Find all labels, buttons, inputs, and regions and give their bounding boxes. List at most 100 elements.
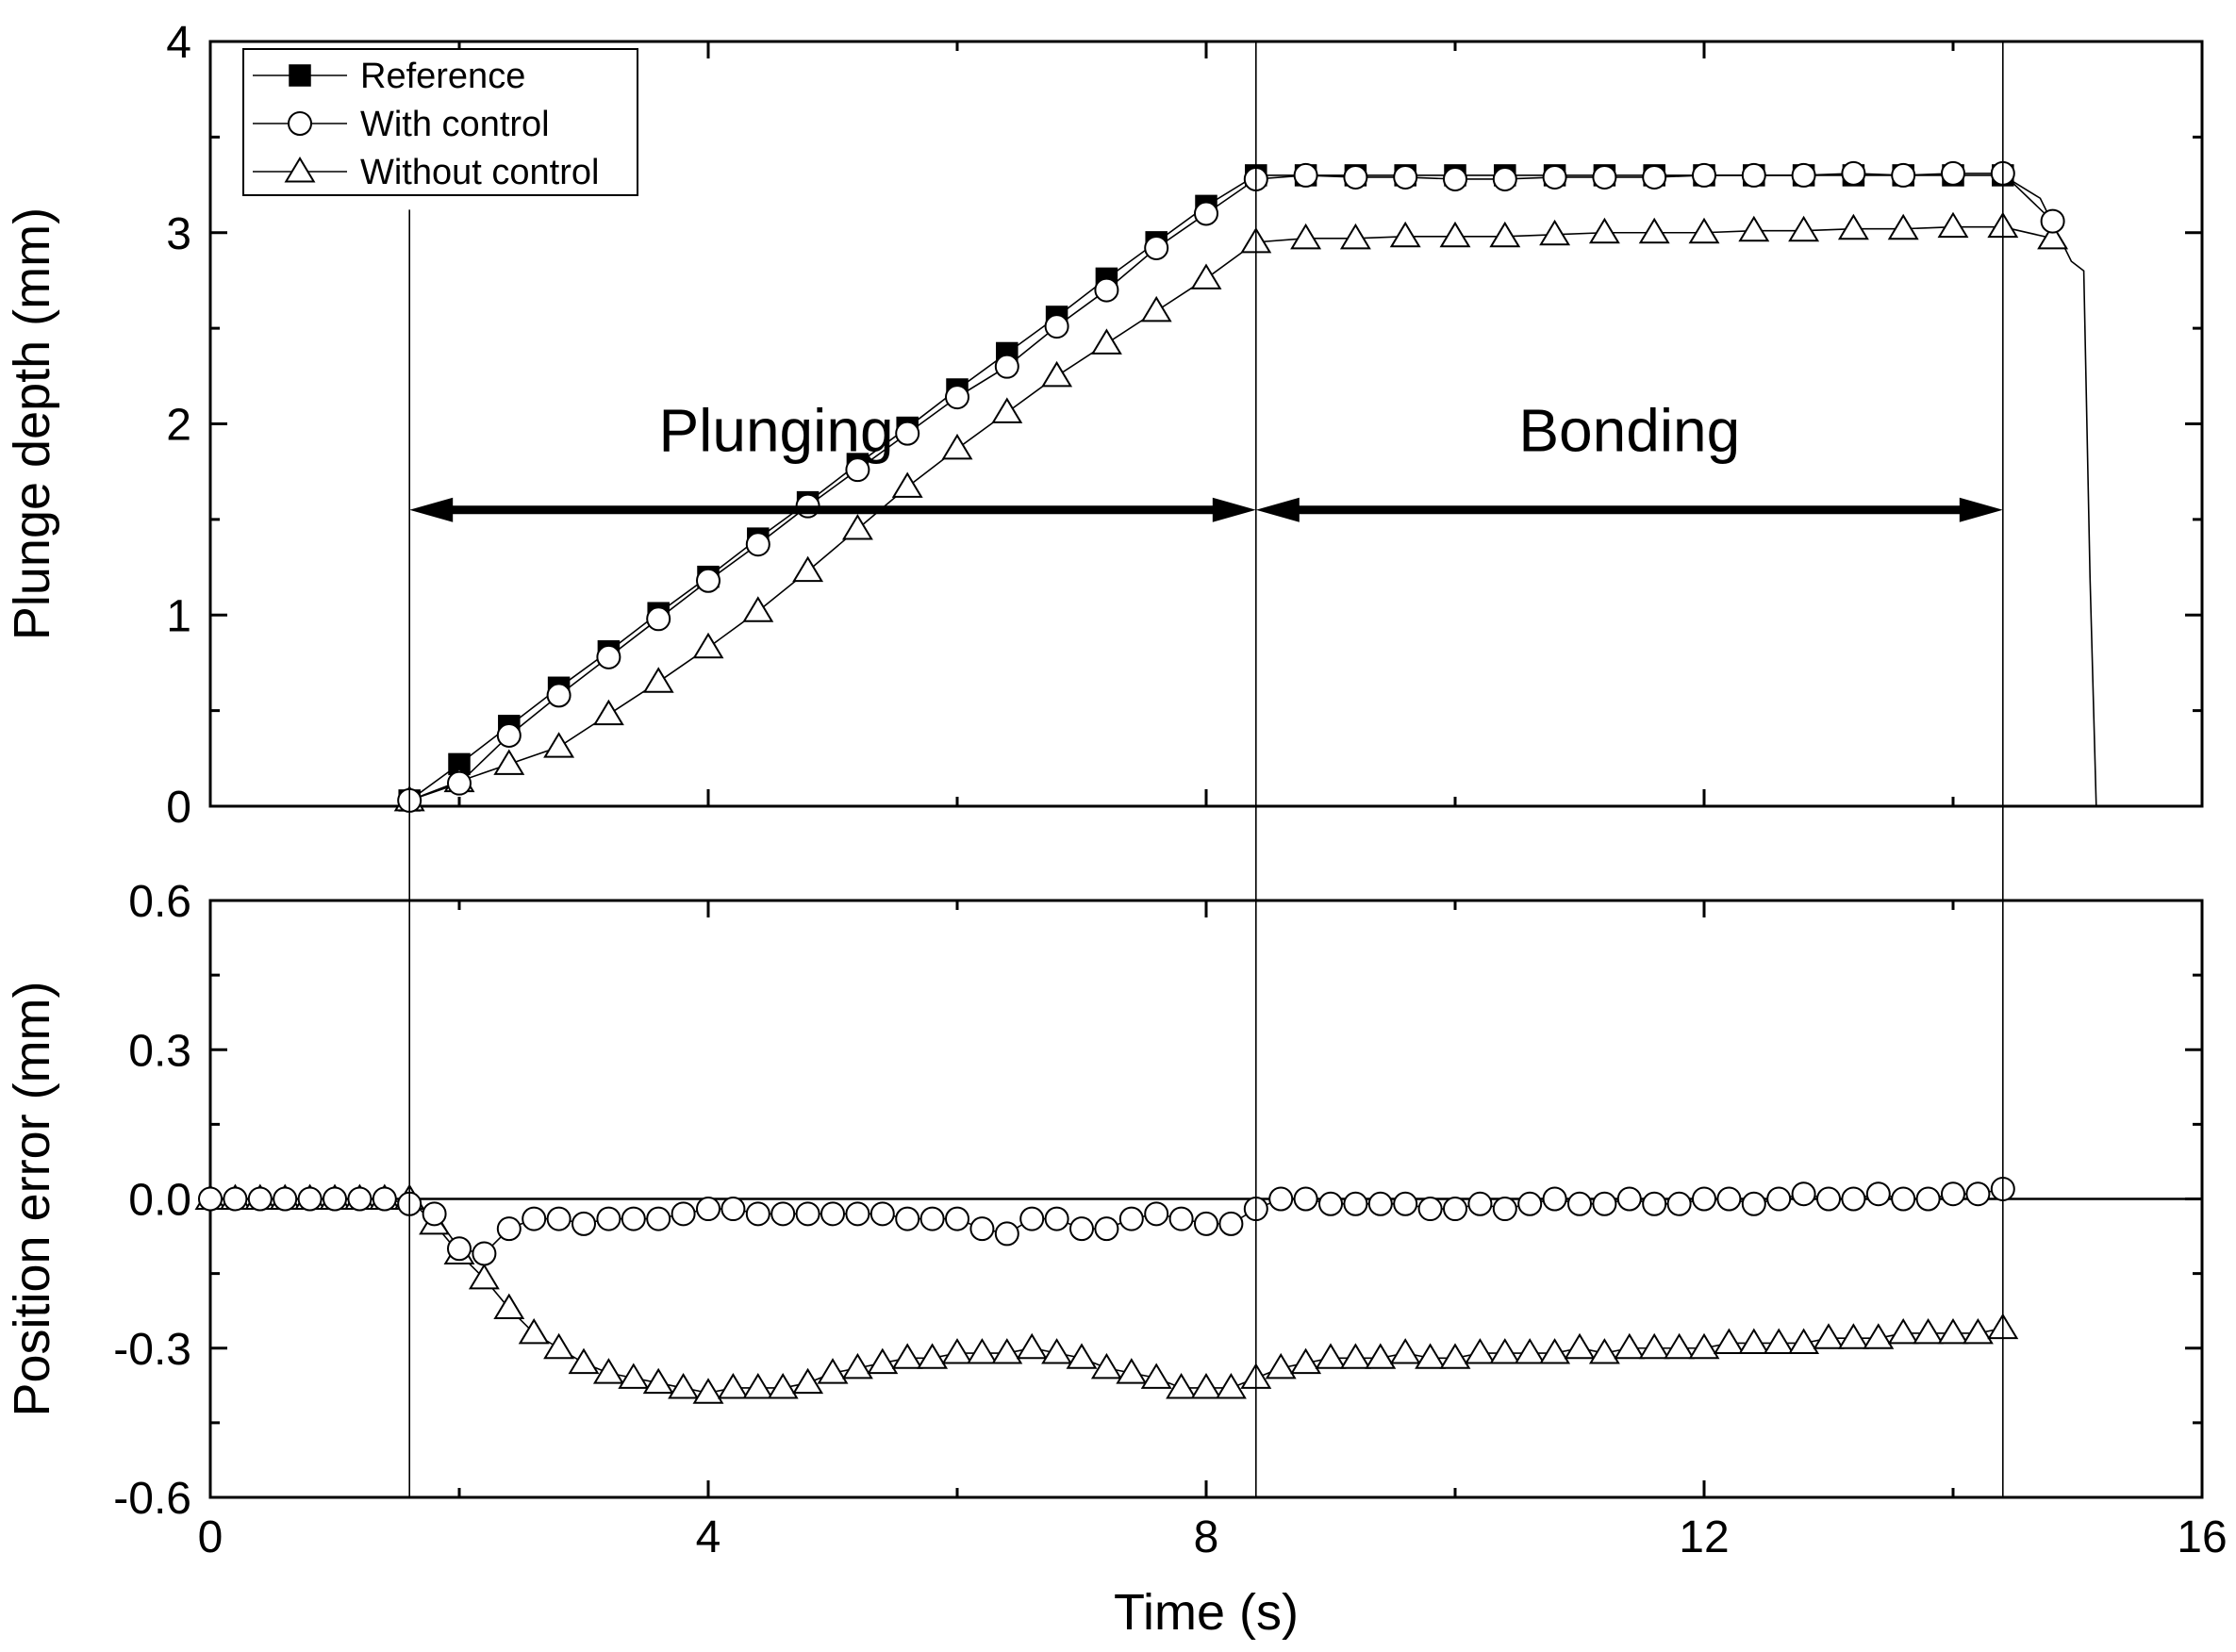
data-point — [1343, 1191, 1368, 1216]
series-with-control — [198, 1176, 2015, 1266]
series-reference — [398, 164, 2097, 812]
data-point — [1044, 1206, 1069, 1231]
data-point — [770, 1201, 796, 1227]
data-point — [496, 722, 522, 748]
data-point — [1564, 1332, 1596, 1360]
legend-marker — [289, 64, 311, 87]
data-point — [1315, 1343, 1347, 1369]
data-point — [447, 770, 472, 796]
data-point — [1837, 1323, 1869, 1349]
data-point — [1891, 1186, 1916, 1212]
legend-item: Reference — [253, 57, 525, 96]
legend-item: With control — [253, 105, 550, 144]
data-point — [1367, 1191, 1393, 1216]
data-point — [1539, 219, 1571, 246]
data-point — [447, 1236, 472, 1262]
top-y-tick-label: 4 — [166, 18, 191, 68]
data-point — [543, 1332, 575, 1360]
data-point — [522, 1206, 547, 1231]
data-point — [1194, 1211, 1218, 1236]
data-point — [422, 1201, 447, 1227]
data-point — [891, 1343, 923, 1369]
data-point — [1567, 1191, 1592, 1216]
data-point — [917, 1343, 949, 1369]
data-point — [795, 1201, 820, 1227]
data-point — [941, 433, 973, 460]
data-point — [1588, 217, 1620, 244]
data-point — [1339, 1343, 1371, 1369]
top-y-tick-label: 3 — [166, 209, 191, 259]
data-point — [820, 1201, 845, 1227]
data-point — [891, 471, 923, 498]
data-point — [1090, 1352, 1122, 1379]
data-point — [1066, 1343, 1098, 1369]
top-panel-plunge-depth: 0 1 2 3 4 Plunge depth (mm) Plunging Bonding Ref… — [4, 18, 2204, 833]
data-point — [1140, 1363, 1172, 1389]
arrow-head-right — [1212, 497, 1256, 522]
data-point — [1194, 201, 1218, 226]
data-point — [1443, 1197, 1467, 1222]
data-point — [592, 699, 624, 726]
data-point — [1019, 1206, 1045, 1231]
data-point — [945, 385, 969, 410]
data-point — [1791, 1181, 1816, 1207]
data-point — [1417, 1197, 1443, 1222]
data-point — [198, 1186, 223, 1212]
data-point — [1514, 1338, 1546, 1364]
data-point — [692, 1378, 724, 1404]
legend-label: Reference — [360, 57, 525, 96]
data-point — [1841, 160, 1866, 186]
data-point — [1863, 1323, 1895, 1349]
data-point — [1891, 162, 1916, 188]
x-tick-label: 4 — [696, 1512, 721, 1562]
data-point — [745, 532, 770, 557]
data-point — [1592, 1191, 1617, 1216]
arrow-head-left — [409, 497, 454, 522]
data-point — [1542, 164, 1567, 190]
data-point — [792, 555, 824, 583]
data-point — [1738, 1328, 1770, 1354]
arrow-head-right — [1959, 497, 2003, 522]
top-y-tick-label: 1 — [166, 591, 191, 641]
data-point — [1791, 162, 1816, 188]
data-point — [642, 667, 674, 693]
legend-label: With control — [360, 105, 550, 144]
data-point — [1692, 162, 1716, 188]
data-point — [1339, 223, 1371, 250]
data-point — [1290, 1347, 1322, 1375]
data-point — [518, 1317, 550, 1345]
data-point — [1738, 215, 1770, 242]
shared-overlays — [408, 41, 2004, 1497]
bottom-y-axis-title: Position error (mm) — [4, 981, 60, 1416]
data-point — [1965, 1181, 1991, 1207]
data-point — [1489, 1338, 1521, 1364]
data-point — [696, 568, 720, 593]
bottom-y-tick-label: -0.3 — [113, 1325, 191, 1375]
data-point — [1492, 166, 1517, 191]
data-point — [472, 1241, 497, 1266]
plunging-arrow — [409, 497, 1256, 522]
data-point — [1415, 1343, 1447, 1369]
data-point — [2037, 223, 2069, 250]
data-point — [1542, 1186, 1567, 1212]
data-point — [1592, 164, 1617, 190]
data-point — [1865, 1181, 1891, 1207]
data-point — [223, 1186, 248, 1212]
data-point — [1389, 221, 1421, 248]
data-point — [247, 1186, 273, 1212]
data-point — [1343, 164, 1368, 190]
data-point — [2040, 208, 2065, 234]
data-point — [1638, 1332, 1670, 1360]
bonding-arrow — [1255, 497, 2003, 522]
data-point — [1941, 160, 1965, 186]
data-point — [1962, 1317, 1994, 1345]
plunging-label: Plunging — [658, 397, 893, 465]
data-point — [895, 1206, 920, 1231]
data-point — [621, 1206, 646, 1231]
bottom-panel-position-error: 0 4 8 12 16 Time (s) 0.6 0.3 0.0 -0.3 -0.6 Position… — [4, 877, 2228, 1641]
data-point — [919, 1206, 945, 1231]
data-point — [1688, 1332, 1720, 1360]
data-point — [1168, 1206, 1194, 1231]
data-point — [1069, 1216, 1094, 1242]
